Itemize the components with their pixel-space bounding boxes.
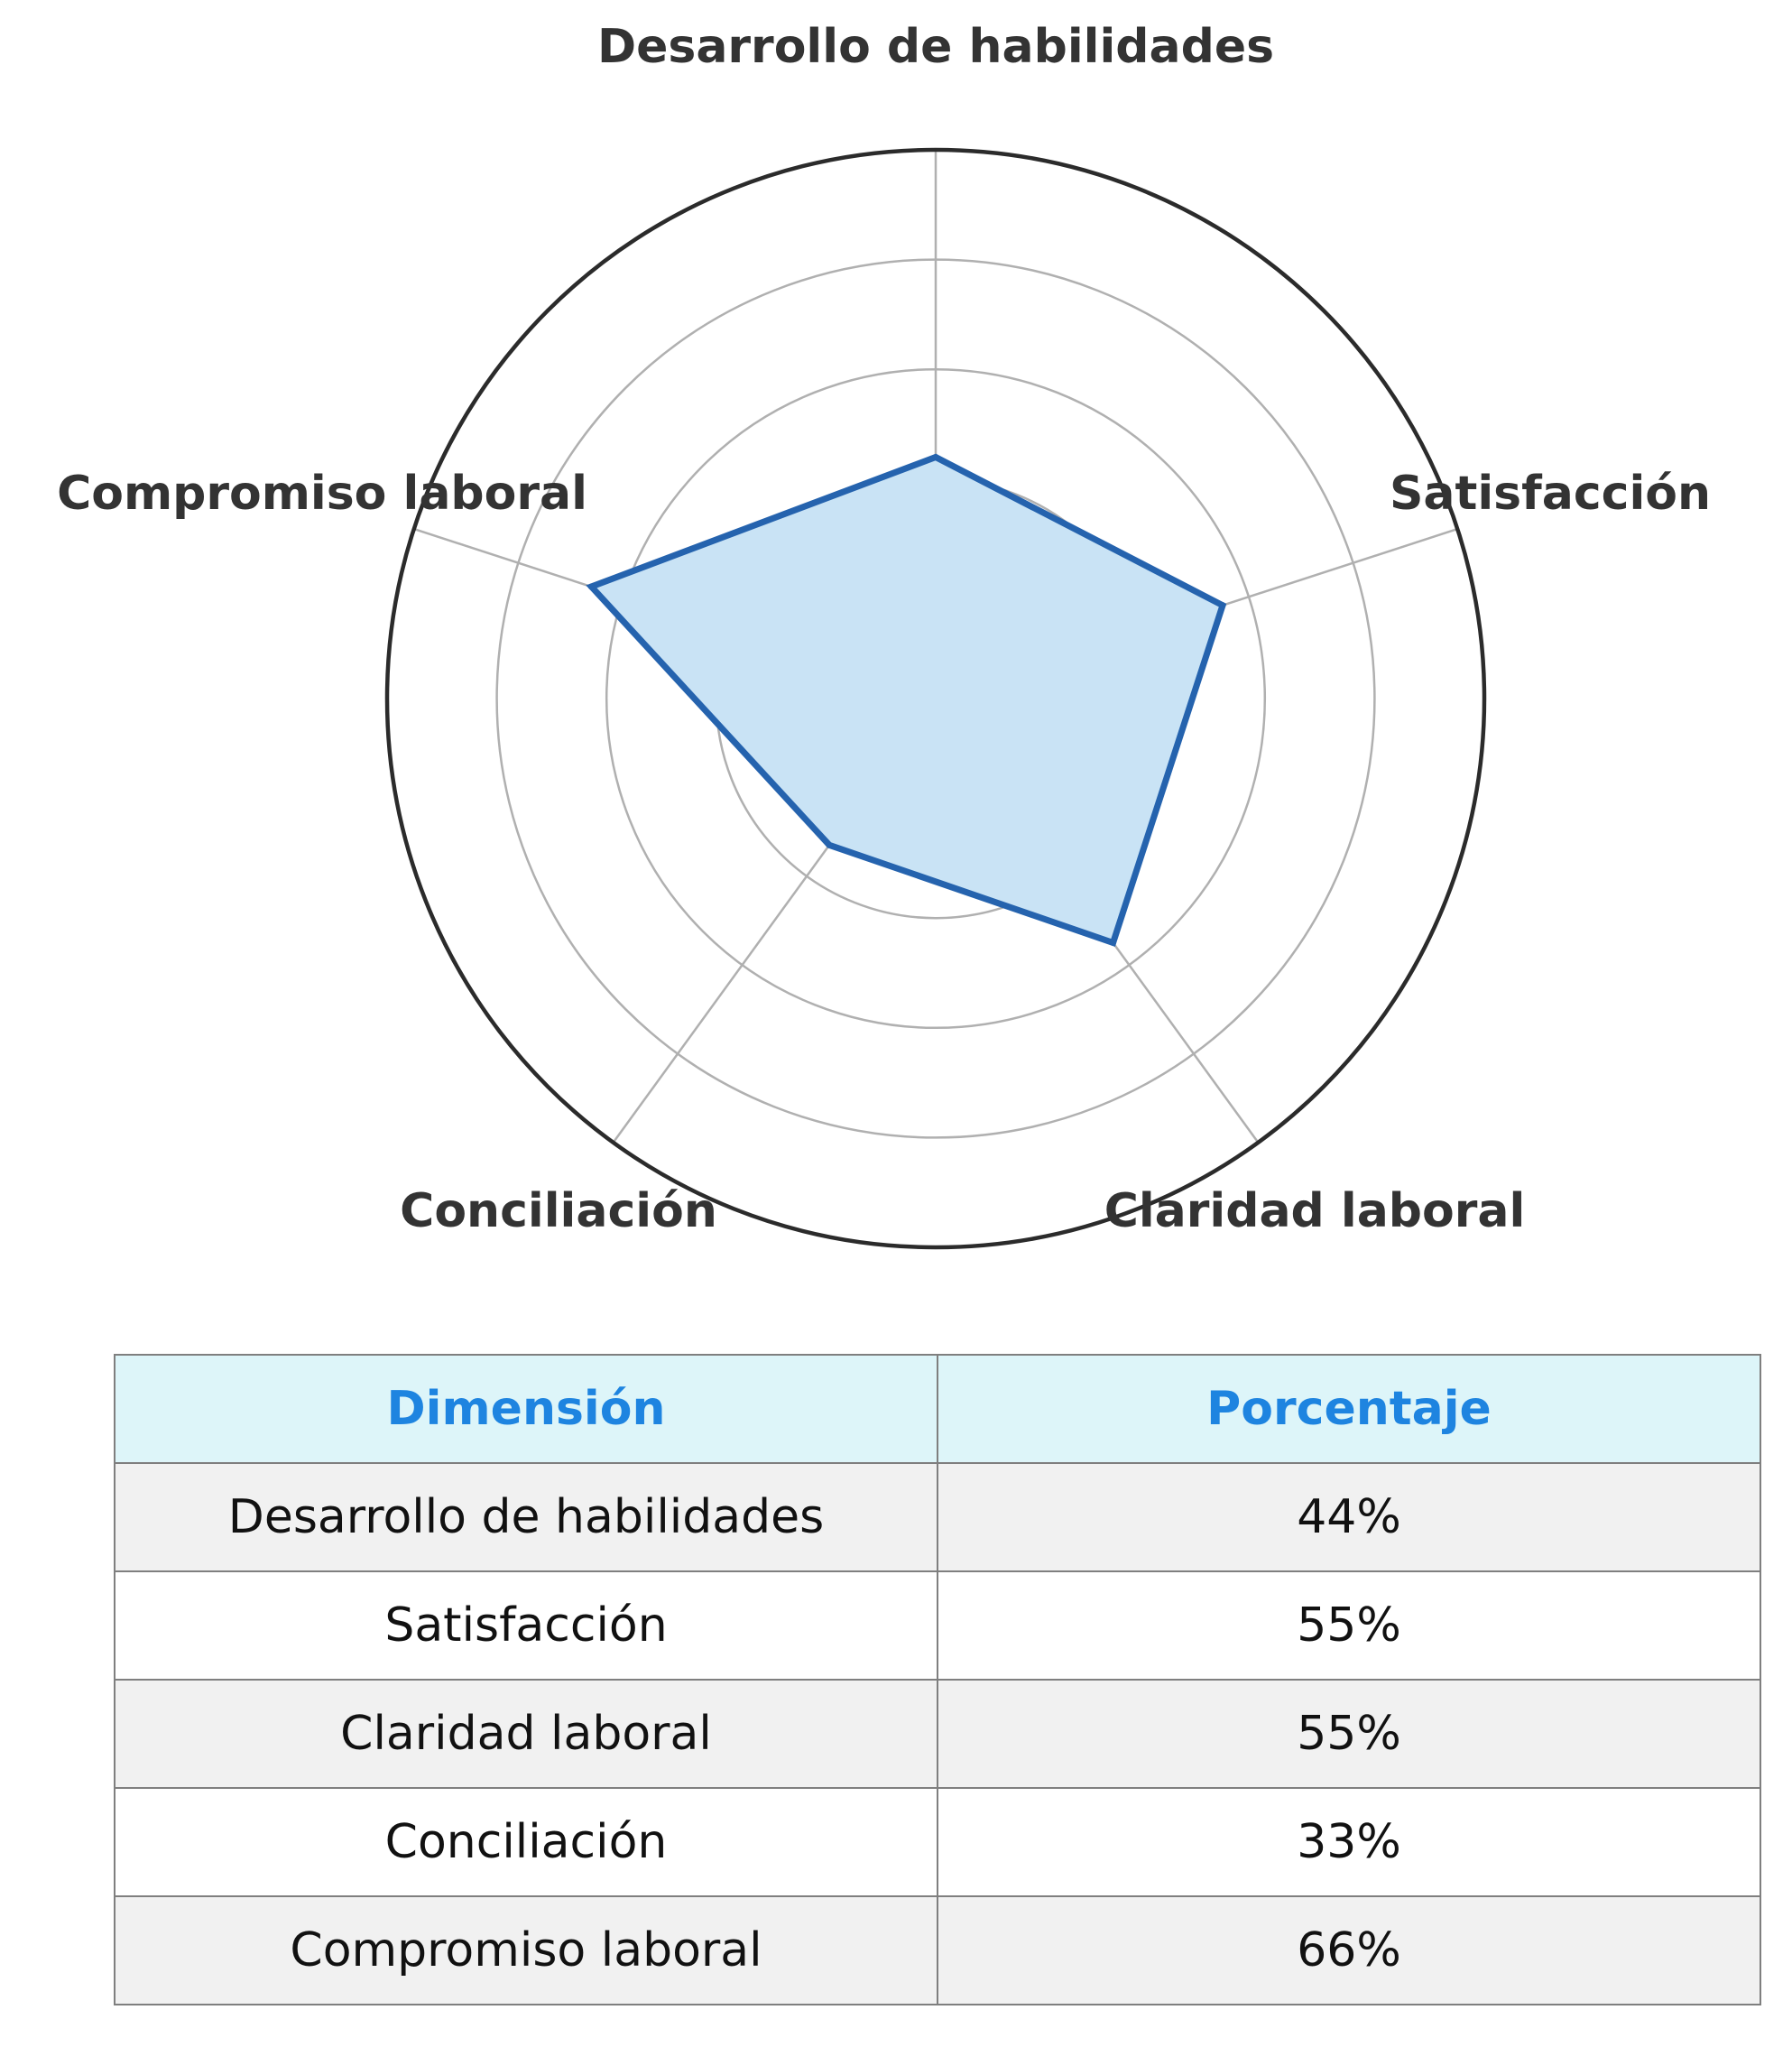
header-percentage: Porcentaje xyxy=(937,1354,1761,1464)
percentage-cell: 66% xyxy=(937,1895,1761,2005)
axis-label: Satisfacción xyxy=(1390,467,1711,521)
data-table: Dimensión Porcentaje Desarrollo de habil… xyxy=(114,1354,1761,2005)
header-dimension: Dimensión xyxy=(114,1354,938,1464)
dimension-cell: Desarrollo de habilidades xyxy=(114,1462,938,1572)
percentage-cell: 55% xyxy=(937,1679,1761,1789)
dimension-cell: Satisfacción xyxy=(114,1570,938,1681)
dimension-cell: Conciliación xyxy=(114,1787,938,1897)
data-point xyxy=(1219,602,1226,609)
data-line xyxy=(586,453,1227,947)
percentage-cell: 55% xyxy=(937,1570,1761,1681)
table-row: Satisfacción 55% xyxy=(114,1570,1761,1681)
table-row: Compromiso laboral 66% xyxy=(114,1895,1761,2005)
radar-chart: Desarrollo de habilidades Satisfacción Cla… xyxy=(57,20,1711,1250)
dimension-cell: Claridad laboral xyxy=(114,1679,938,1789)
data-point xyxy=(587,583,595,590)
data-point xyxy=(826,841,833,848)
table-row: Conciliación 33% xyxy=(114,1787,1761,1897)
dimension-cell: Compromiso laboral xyxy=(114,1895,938,2005)
table-row: Desarrollo de habilidades 44% xyxy=(114,1462,1761,1572)
table-row: Claridad laboral 55% xyxy=(114,1679,1761,1789)
data-point xyxy=(932,453,939,460)
radar-axis-labels: Desarrollo de habilidades Satisfacción Cla… xyxy=(57,20,1711,1238)
axis-label: Claridad laboral xyxy=(1104,1184,1526,1238)
radar-data xyxy=(586,453,1227,947)
axis-label: Compromiso laboral xyxy=(57,467,587,521)
data-area xyxy=(591,457,1223,943)
table-header-row: Dimensión Porcentaje xyxy=(114,1354,1761,1464)
data-point xyxy=(1110,940,1117,947)
axis-label: Conciliación xyxy=(400,1184,717,1238)
percentage-cell: 44% xyxy=(937,1462,1761,1572)
outer-ring xyxy=(384,147,1487,1250)
percentage-cell: 33% xyxy=(937,1787,1761,1897)
axis-label: Desarrollo de habilidades xyxy=(597,20,1274,74)
